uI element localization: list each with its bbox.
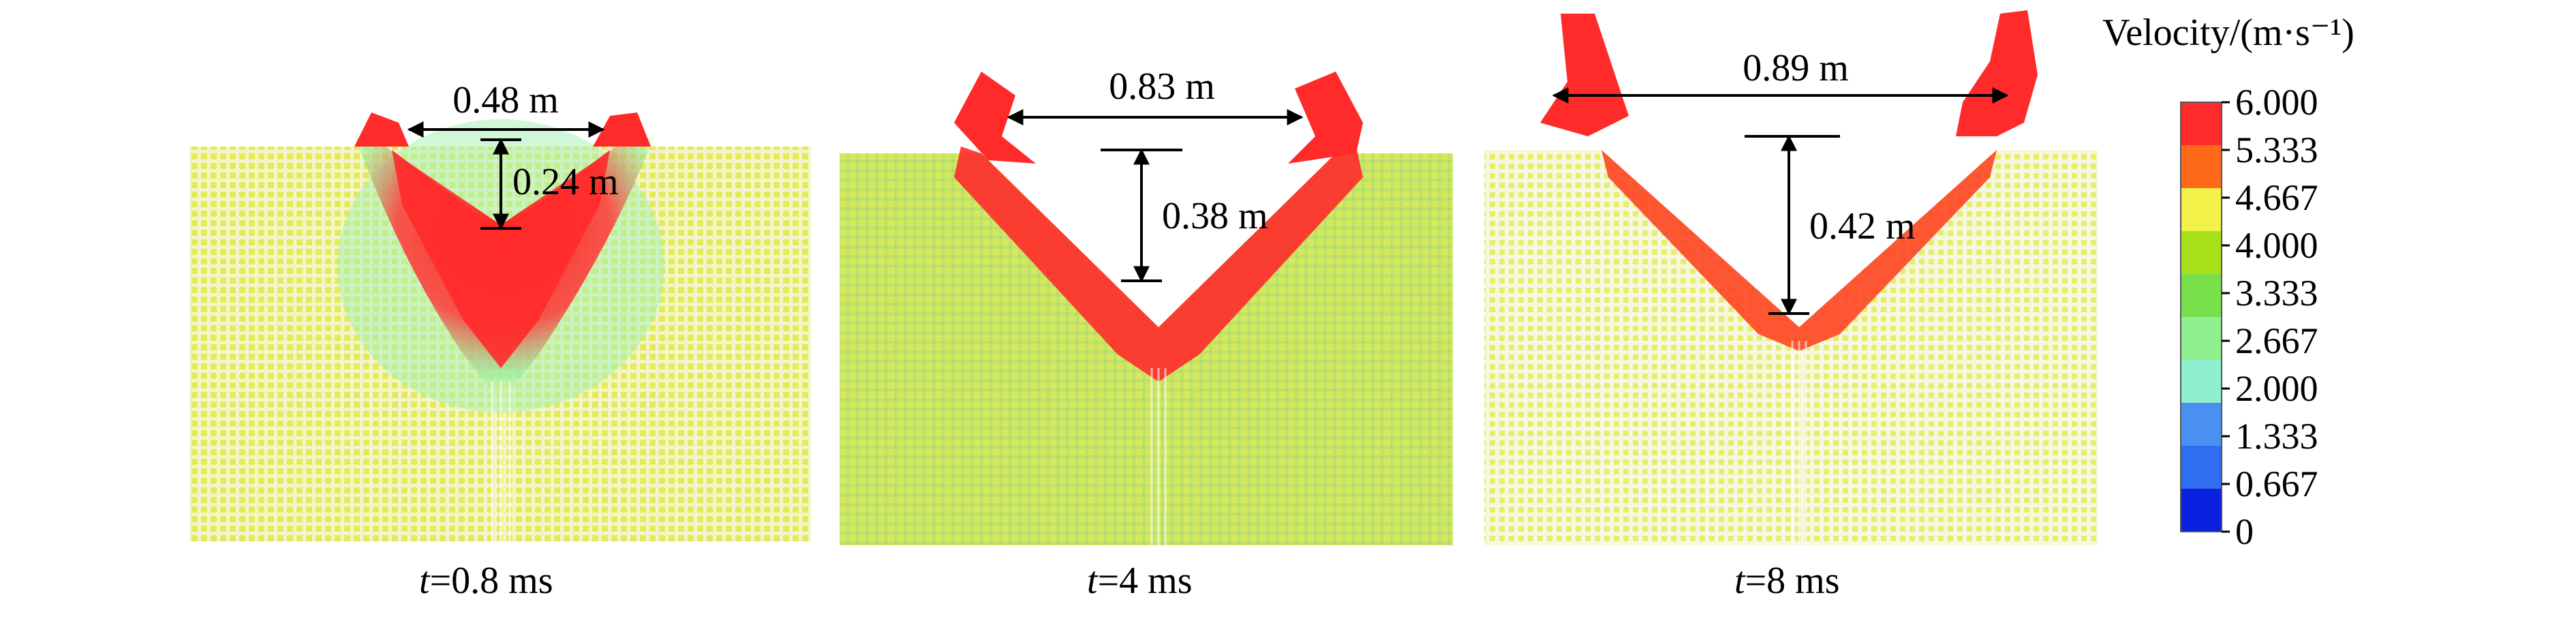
panel-2-depth-label: 0.38 m xyxy=(1162,195,1268,237)
panel-3: 0.89 m 0.42 m xyxy=(1484,10,2098,545)
panel-1-ejecta-left xyxy=(354,112,409,147)
panel-3-depth-label: 0.42 m xyxy=(1809,205,1916,247)
panel-1-crater-core xyxy=(392,150,610,368)
panel-2-streaks xyxy=(1150,368,1167,545)
panel-1-ejecta-right xyxy=(593,112,651,147)
panel-2-caption: t=4 ms xyxy=(1087,559,1193,603)
legend-tick-label: 0 xyxy=(2235,511,2254,552)
legend-color-band xyxy=(2181,489,2222,532)
panel-2-caption-value: =4 ms xyxy=(1097,560,1193,602)
panel-1-streaks xyxy=(491,382,511,542)
legend-tick-label: 4.000 xyxy=(2235,225,2318,266)
panel-3-streaks xyxy=(1791,341,1807,545)
legend-frame xyxy=(2180,102,2222,532)
legend-tick-label: 2.667 xyxy=(2235,320,2318,361)
legend-color-band xyxy=(2181,102,2222,146)
legend-tick-label: 4.667 xyxy=(2235,177,2318,218)
panel-3-caption: t=8 ms xyxy=(1734,559,1840,603)
legend-color-band xyxy=(2181,360,2222,404)
panel-2-ejecta-right xyxy=(1288,72,1363,164)
panel-2-crater-cut xyxy=(981,153,1336,327)
panel-1-caption: t=0.8 ms xyxy=(419,559,553,603)
legend-tick-label: 0.667 xyxy=(2235,464,2318,504)
legend-tick-label: 5.333 xyxy=(2235,130,2318,170)
legend-tick-label: 1.333 xyxy=(2235,416,2318,457)
panel-1-depth-label: 0.24 m xyxy=(512,161,619,203)
panel-3-caption-value: =8 ms xyxy=(1745,560,1840,602)
legend-color-band xyxy=(2181,317,2222,361)
legend-color-band xyxy=(2181,403,2222,446)
legend-color-band xyxy=(2181,145,2222,189)
panel-2: 0.83 m 0.38 m xyxy=(840,65,1453,545)
legend-title: Velocity/(m·s⁻¹) xyxy=(2102,12,2355,54)
panel-2-width-label: 0.83 m xyxy=(1109,65,1215,108)
panel-2-caption-var: t xyxy=(1087,560,1098,602)
panel-3-width-label: 0.89 m xyxy=(1743,47,1849,89)
legend-tick-label: 3.333 xyxy=(2235,273,2318,314)
legend-color-band xyxy=(2181,274,2222,318)
panel-3-ejecta-left xyxy=(1540,14,1629,136)
panel-1-caption-var: t xyxy=(419,560,430,602)
panel-3-ejecta-right xyxy=(1956,10,2038,136)
panel-1: 0.48 m 0.24 m xyxy=(189,79,811,542)
panel-1-caption-value: =0.8 ms xyxy=(429,560,553,602)
legend-tick-label: 2.000 xyxy=(2235,368,2318,409)
panel-2-crater-rim xyxy=(954,147,1363,382)
panel-3-crater-rim xyxy=(1601,150,1997,351)
panel-3-crater-cut xyxy=(1601,150,1997,327)
panel-3-caption-var: t xyxy=(1734,560,1745,602)
velocity-legend: 6.000 5.333 4.667 4.000 3.333 2.667 2.000 1.333… xyxy=(2180,82,2318,552)
legend-tick-label: 6.000 xyxy=(2235,82,2318,123)
panel-1-width-label: 0.48 m xyxy=(453,79,559,121)
legend-color-band xyxy=(2181,188,2222,232)
legend-color-band xyxy=(2181,231,2222,275)
legend-color-band xyxy=(2181,446,2222,489)
panel-2-ejecta-left xyxy=(954,72,1036,164)
